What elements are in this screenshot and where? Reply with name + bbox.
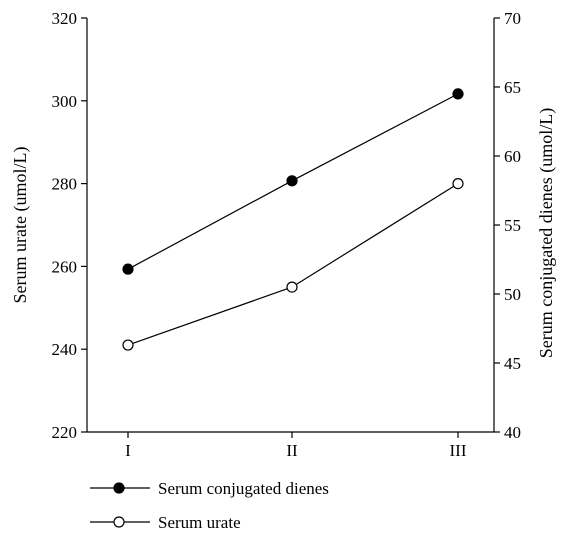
right-y-tick-label: 50 [504,285,521,304]
right-y-tick-label: 65 [504,78,521,97]
right-y-tick-label: 60 [504,147,521,166]
legend: Serum conjugated dienes Serum urate [90,479,329,532]
series-line-urate [127,183,459,346]
axes-layer: Serum urate (umol/L) Serum conjugated die… [10,18,557,433]
data-point-dienes [452,88,464,100]
left-y-axis-title: Serum urate (umol/L) [10,147,31,304]
right-y-tick-label: 45 [504,354,521,373]
x-tick-label: I [125,441,131,460]
left-y-tick-label: 300 [52,92,78,111]
left-y-tick-label: 280 [52,175,78,194]
right-y-tick-label: 70 [504,9,521,28]
data-point-urate [122,339,134,351]
x-tick-label: III [450,441,467,460]
data-point-urate [286,281,298,293]
data-point-urate [452,178,464,190]
legend-label-dienes: Serum conjugated dienes [158,479,329,498]
x-tick-label: II [286,441,298,460]
legend-marker-dienes [113,482,125,494]
right-y-tick-label: 40 [504,423,521,442]
left-y-tick-label: 220 [52,423,78,442]
data-point-dienes [286,175,298,187]
left-y-tick-label: 240 [52,340,78,359]
right-y-tick-label: 55 [504,216,521,235]
series-layer [122,88,464,351]
data-point-dienes [122,263,134,275]
legend-marker-urate [113,516,125,528]
legend-label-urate: Serum urate [158,513,241,532]
right-y-axis-title: Serum conjugated dienes (umol/L) [536,108,557,358]
left-y-tick-label: 260 [52,257,78,276]
left-y-tick-label: 320 [52,9,78,28]
